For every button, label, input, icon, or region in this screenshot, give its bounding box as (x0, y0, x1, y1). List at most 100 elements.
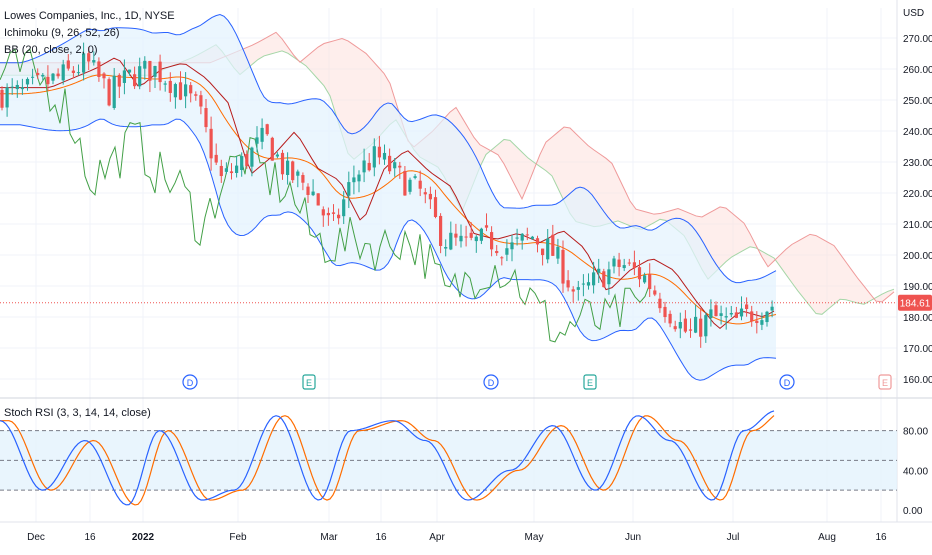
candle-body (388, 155, 392, 172)
candle-body (219, 165, 223, 177)
candle-body (561, 249, 565, 284)
candle-body (127, 69, 132, 73)
candle-body (377, 146, 381, 158)
candle-body (469, 232, 473, 238)
candle-body (510, 242, 514, 250)
candle-body (92, 60, 96, 63)
last-price-tag (898, 294, 932, 311)
candle-body (505, 248, 509, 255)
candle-body (280, 152, 285, 175)
bollinger-legend[interactable]: BB (20, close, 2, 0) (4, 44, 98, 56)
stoch-rsi-axis[interactable]: 80.00 40.00 0.00 (903, 427, 928, 517)
candle-body (235, 165, 239, 173)
candle-body (398, 165, 402, 168)
candle-body (541, 248, 545, 256)
candle-body (15, 84, 19, 90)
time-tick-label: Jul (727, 532, 740, 543)
candle-body (214, 154, 218, 163)
candle-body (678, 322, 682, 329)
chart-legend: Lowes Companies, Inc., 1D, NYSE Ichimoku… (4, 8, 175, 59)
candle-body (306, 186, 310, 195)
bollinger-fill (0, 14, 776, 381)
candle-body (576, 287, 580, 290)
candle-body (224, 168, 228, 172)
dividend-marker-icon (779, 374, 795, 390)
candle-body (133, 74, 137, 87)
candle-body (362, 160, 366, 173)
price-tick-label: 270.00 (903, 34, 932, 45)
candle-body (36, 72, 40, 75)
candle-body (530, 236, 534, 239)
candle-body (321, 209, 325, 216)
stoch-rsi-d-line (0, 415, 775, 506)
candle-body (270, 137, 274, 161)
price-tick-label: 200.00 (903, 251, 932, 262)
candle-body (581, 283, 585, 285)
candle-body (683, 318, 687, 332)
candle-body (41, 74, 45, 77)
candle-body (602, 271, 606, 288)
candle-body (403, 170, 407, 196)
candle-body (444, 247, 448, 249)
currency-label: USD (903, 8, 924, 19)
stoch-rsi-legend[interactable]: Stoch RSI (3, 3, 14, 14, close) (4, 407, 151, 419)
candle-body (612, 258, 616, 267)
candle-body (209, 128, 213, 159)
candle-body (709, 309, 713, 319)
price-axis[interactable]: USD 270.00 260.00 250.00 240.00 230.00 220.00 2… (903, 8, 932, 386)
price-tick-label: 260.00 (903, 65, 932, 76)
candle-body (0, 89, 4, 108)
stoch-rsi-pane (0, 410, 897, 506)
candle-body (138, 66, 142, 87)
candle-body (428, 193, 432, 200)
bollinger-upper-line (0, 13, 777, 284)
candle-body (765, 311, 769, 323)
candle-body (143, 60, 147, 69)
candle-body (617, 259, 621, 267)
symbol-title[interactable]: Lowes Companies, Inc., 1D, NYSE (4, 10, 175, 22)
candle-body (31, 76, 35, 78)
candle-body (525, 234, 529, 236)
price-tick-label: 230.00 (903, 158, 932, 169)
candle-body (592, 272, 596, 286)
candle-body (643, 275, 647, 283)
candle-body (770, 306, 774, 311)
candle-body (347, 182, 351, 196)
candle-body (87, 53, 91, 62)
candle-body (423, 192, 427, 195)
candle-body (372, 146, 376, 168)
candle-body (653, 290, 657, 295)
candle-body (490, 232, 494, 250)
price-tick-label: 250.00 (903, 96, 932, 107)
candle-body (316, 193, 320, 206)
time-axis[interactable]: Dec 16 2022 Feb Mar 16 Apr May Jun Jul Aug 16 (27, 532, 887, 543)
candle-body (459, 235, 463, 242)
candle-body (97, 61, 101, 78)
ichimoku-lagging-span (0, 48, 651, 343)
candle-body (148, 60, 152, 81)
candle-body (275, 154, 279, 157)
candle-body (240, 156, 244, 171)
candle-body (745, 304, 749, 310)
candle-body (739, 308, 744, 317)
candle-body (46, 76, 50, 85)
candle-body (178, 82, 183, 100)
candle-body (173, 84, 177, 98)
candle-body (301, 175, 305, 183)
candle-body (10, 86, 14, 88)
candle-body (724, 316, 728, 318)
ichimoku-legend[interactable]: Ichimoku (9, 26, 52, 26) (4, 27, 120, 39)
candle-body (495, 251, 499, 254)
candle-body (734, 312, 738, 318)
time-tick-label: 16 (84, 532, 96, 543)
time-tick-label: Apr (429, 532, 445, 543)
price-tick-label: 220.00 (903, 189, 932, 200)
candle-body (755, 320, 759, 324)
dividend-marker-icon (182, 374, 198, 390)
candle-body (112, 75, 116, 108)
candle-body (648, 274, 652, 290)
candle-body (117, 74, 121, 87)
